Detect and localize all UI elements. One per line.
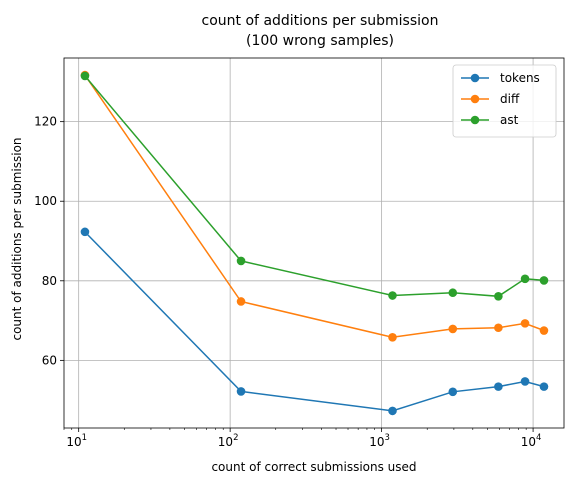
series-group	[80, 70, 549, 416]
data-point-tokens	[80, 227, 90, 237]
legend-marker-diff	[470, 94, 480, 104]
legend-label-diff: diff	[500, 92, 520, 106]
data-point-diff	[236, 297, 246, 306]
legend-label-ast: ast	[500, 113, 519, 127]
y-ticks: 60 80 100 120	[34, 115, 64, 367]
data-point-ast	[520, 274, 530, 284]
x-ticks: 101 102 103 104	[63, 428, 542, 449]
data-point-tokens	[520, 377, 530, 386]
data-point-ast	[388, 291, 397, 300]
x-tick-label: 101	[66, 433, 87, 449]
data-point-diff	[448, 324, 458, 334]
series-ast	[80, 71, 549, 301]
chart-subtitle: (100 wrong samples)	[246, 33, 394, 49]
data-point-ast	[236, 256, 246, 266]
series-line-tokens	[84, 231, 545, 412]
data-point-tokens	[388, 406, 397, 416]
series-tokens	[80, 227, 549, 416]
data-point-tokens	[539, 382, 549, 391]
y-tick-label: 80	[42, 274, 57, 288]
data-point-diff	[539, 326, 549, 335]
y-tick-label: 120	[34, 115, 57, 129]
legend-marker-tokens	[470, 73, 480, 83]
legend-marker-ast	[470, 115, 480, 125]
y-axis-label: count of additions per submission	[10, 137, 24, 340]
legend-label-tokens: tokens	[500, 71, 540, 85]
data-point-tokens	[494, 382, 503, 391]
data-point-ast	[80, 71, 90, 81]
data-point-tokens	[448, 387, 458, 397]
data-point-tokens	[236, 387, 246, 396]
plot-frame	[63, 57, 565, 429]
chart-title: count of additions per submission	[202, 13, 439, 29]
x-tick-label: 103	[369, 433, 390, 449]
data-point-ast	[494, 292, 503, 301]
data-point-ast	[539, 276, 549, 285]
x-tick-label: 102	[218, 433, 239, 449]
data-point-diff	[494, 323, 503, 333]
data-point-diff	[520, 319, 530, 328]
legend: tokens diff ast	[452, 64, 557, 138]
y-tick-label: 100	[34, 194, 57, 208]
x-tick-label: 104	[521, 433, 542, 449]
data-point-diff	[388, 332, 397, 342]
data-point-ast	[448, 288, 458, 298]
y-tick-label: 60	[42, 353, 57, 367]
x-axis-label: count of correct submissions used	[211, 460, 416, 474]
